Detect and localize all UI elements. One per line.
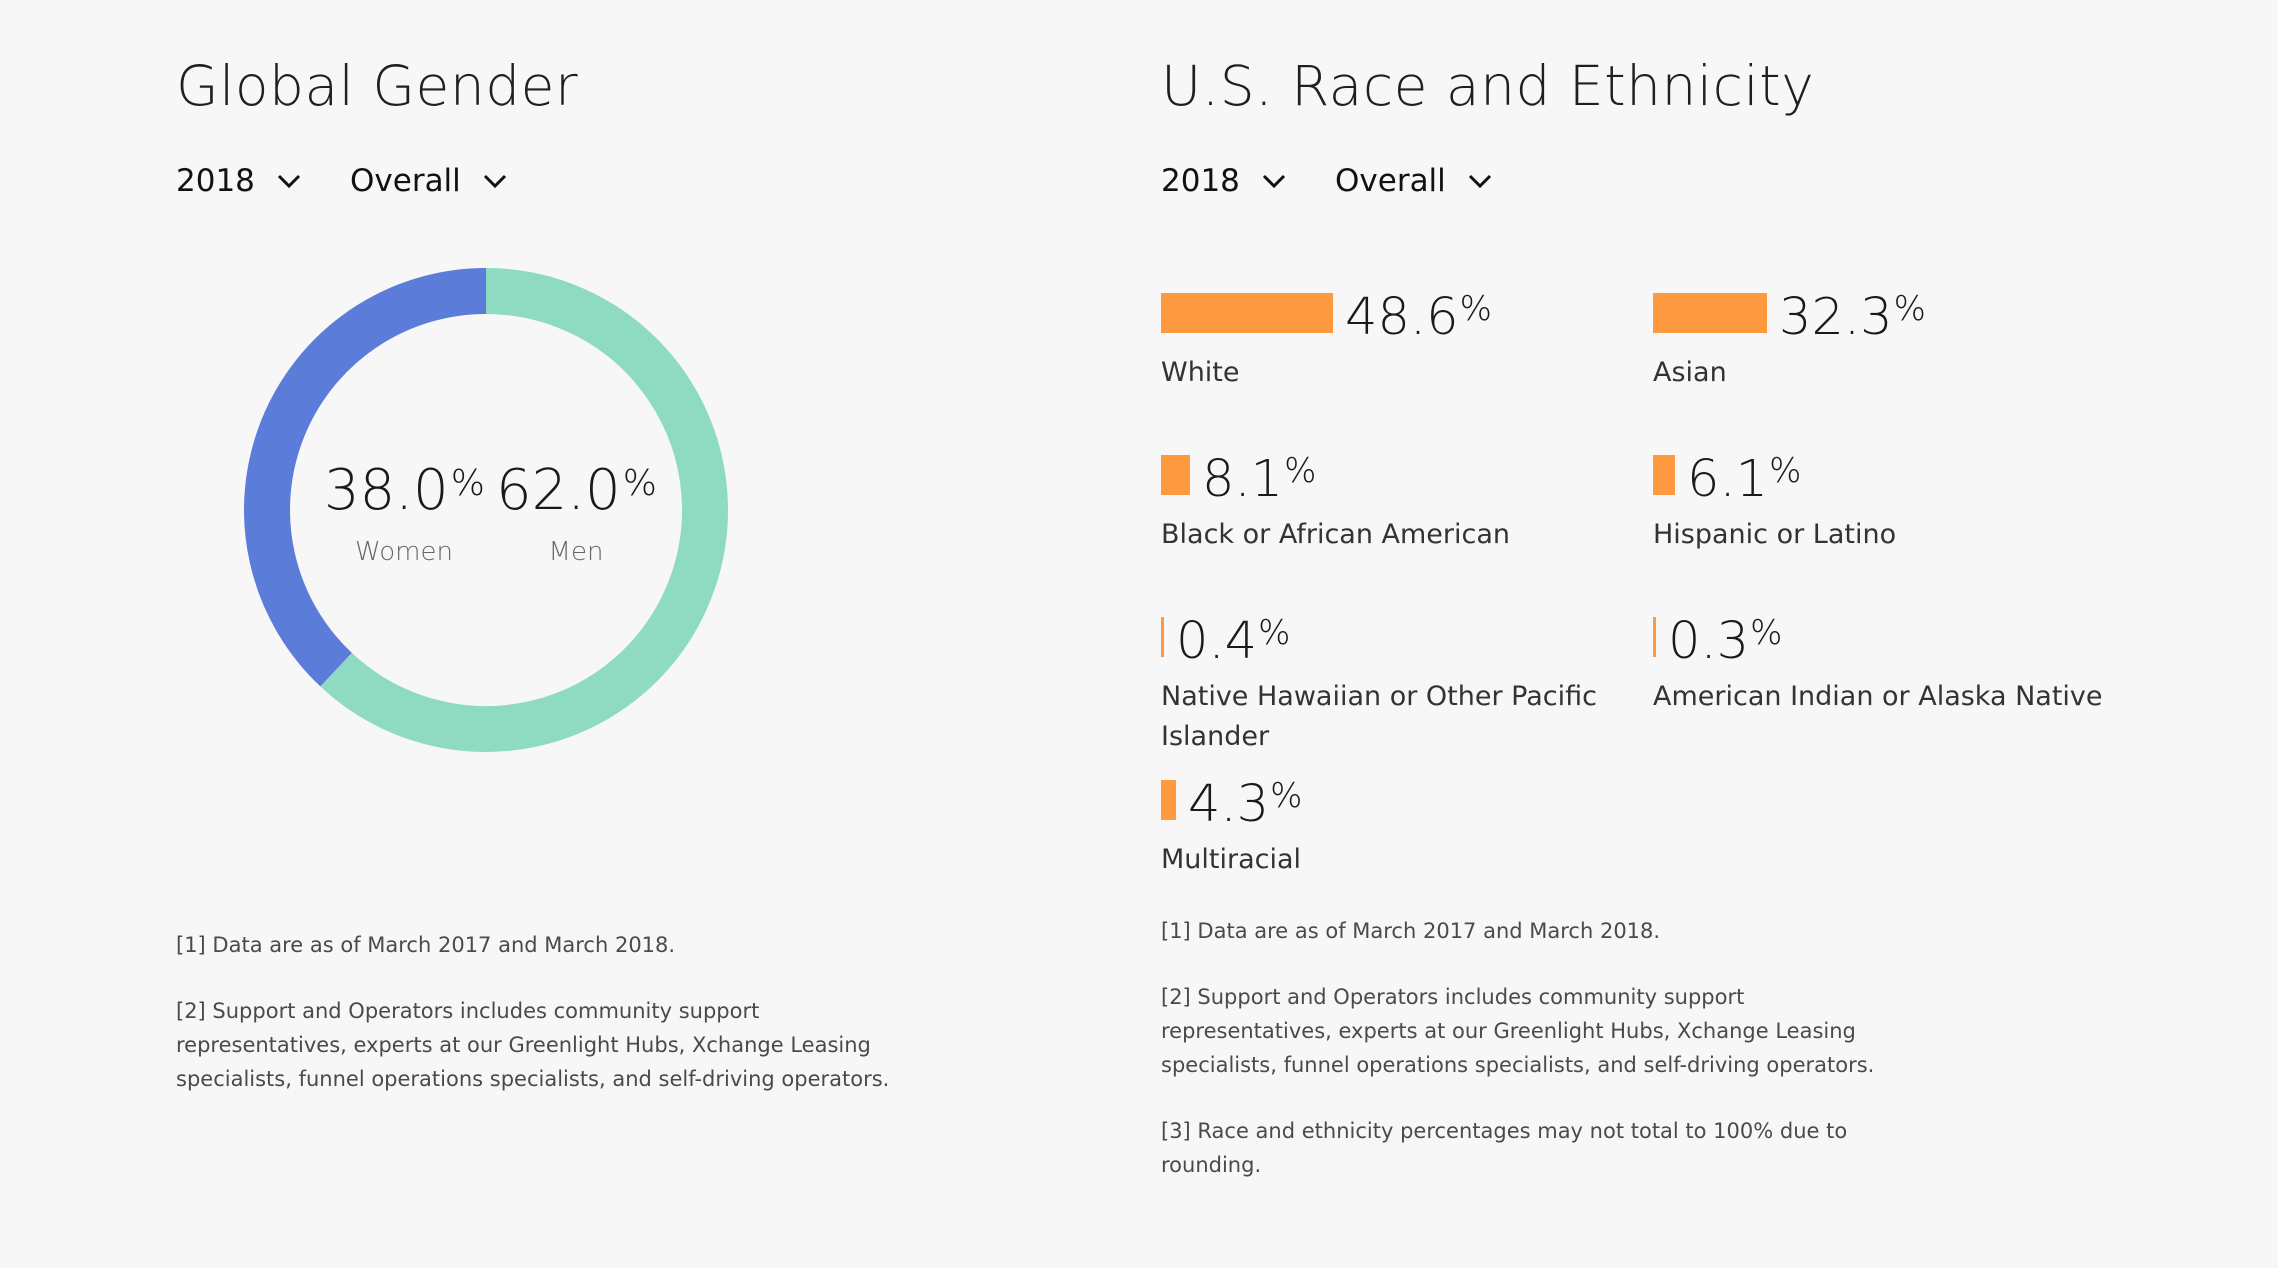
race-group-dropdown[interactable]: Overall [1335, 160, 1492, 202]
footnote: [2] Support and Operators includes commu… [176, 999, 890, 1091]
race-label: Hispanic or Latino [1653, 519, 1897, 550]
chevron-down-icon [1262, 174, 1285, 189]
race-footnotes: [1] Data are as of March 2017 and March … [1161, 914, 1881, 1214]
footnote: [2] Support and Operators includes commu… [1161, 985, 1875, 1077]
race-panel: U.S. Race and Ethnicity 2018 Overall 48.… [1161, 0, 2161, 1268]
men-stat: 62.0% Men [496, 458, 657, 567]
race-value: 48.6% [1345, 287, 1492, 347]
men-arc [320, 268, 728, 752]
gender-year-dropdown[interactable]: 2018 [176, 160, 301, 202]
race-value: 6.1% [1687, 449, 1802, 509]
women-label: Women [355, 537, 453, 567]
gender-group-dropdown[interactable]: Overall [350, 160, 507, 202]
women-arc [244, 268, 487, 687]
race-year-dropdown[interactable]: 2018 [1161, 160, 1286, 202]
race-label: Multiracial [1161, 844, 1302, 875]
chevron-down-icon [1468, 174, 1491, 189]
race-label: Asian [1653, 357, 1727, 388]
footnote: [1] Data are as of March 2017 and March … [176, 933, 676, 957]
race-label: White [1161, 357, 1240, 388]
race-value: 8.1% [1202, 449, 1317, 509]
race-stat-item: 8.1% Black or African American [1161, 445, 1631, 555]
race-title: U.S. Race and Ethnicity [1161, 54, 1815, 118]
race-bar [1161, 780, 1176, 820]
race-year-label: 2018 [1161, 163, 1240, 199]
race-label: American Indian or Alaska Native [1653, 681, 2103, 712]
gender-group-label: Overall [350, 163, 461, 199]
donut-svg [244, 268, 728, 752]
gender-donut-chart: 38.0% Women 62.0% Men [244, 268, 728, 752]
gender-footnotes: [1] Data are as of March 2017 and March … [176, 928, 896, 1128]
race-stat-item: 6.1% Hispanic or Latino [1653, 445, 2123, 555]
chevron-down-icon [277, 174, 300, 189]
race-stat-item: 0.3% American Indian or Alaska Native [1653, 607, 2123, 717]
race-bar [1653, 617, 1656, 657]
race-bar [1653, 455, 1675, 495]
gender-panel: Global Gender 2018 Overall 38.0% Women 6… [176, 0, 1076, 1268]
race-stat-item: 48.6% White [1161, 283, 1631, 393]
gender-year-label: 2018 [176, 163, 255, 199]
race-bar [1161, 293, 1333, 333]
race-stat-item: 4.3% Multiracial [1161, 770, 1631, 880]
race-value: 0.3% [1668, 611, 1783, 671]
race-label: Black or African American [1161, 519, 1511, 550]
men-value: 62.0% [496, 458, 657, 523]
gender-title: Global Gender [176, 54, 579, 118]
race-bar [1653, 293, 1767, 333]
footnote: [1] Data are as of March 2017 and March … [1161, 919, 1661, 943]
chevron-down-icon [483, 174, 506, 189]
race-stat-item: 0.4% Native Hawaiian or Other Pacific Is… [1161, 607, 1631, 757]
race-group-label: Overall [1335, 163, 1446, 199]
men-label: Men [548, 537, 604, 567]
race-value: 4.3% [1188, 774, 1303, 834]
footnote: [3] Race and ethnicity percentages may n… [1161, 1119, 1848, 1177]
women-stat: 38.0% Women [324, 458, 485, 567]
race-value: 0.4% [1176, 611, 1291, 671]
race-stat-item: 32.3% Asian [1653, 283, 2123, 393]
race-label: Native Hawaiian or Other Pacific Islande… [1161, 681, 1597, 752]
race-value: 32.3% [1779, 287, 1926, 347]
race-bar [1161, 617, 1164, 657]
women-value: 38.0% [324, 458, 485, 523]
race-bar [1161, 455, 1190, 495]
